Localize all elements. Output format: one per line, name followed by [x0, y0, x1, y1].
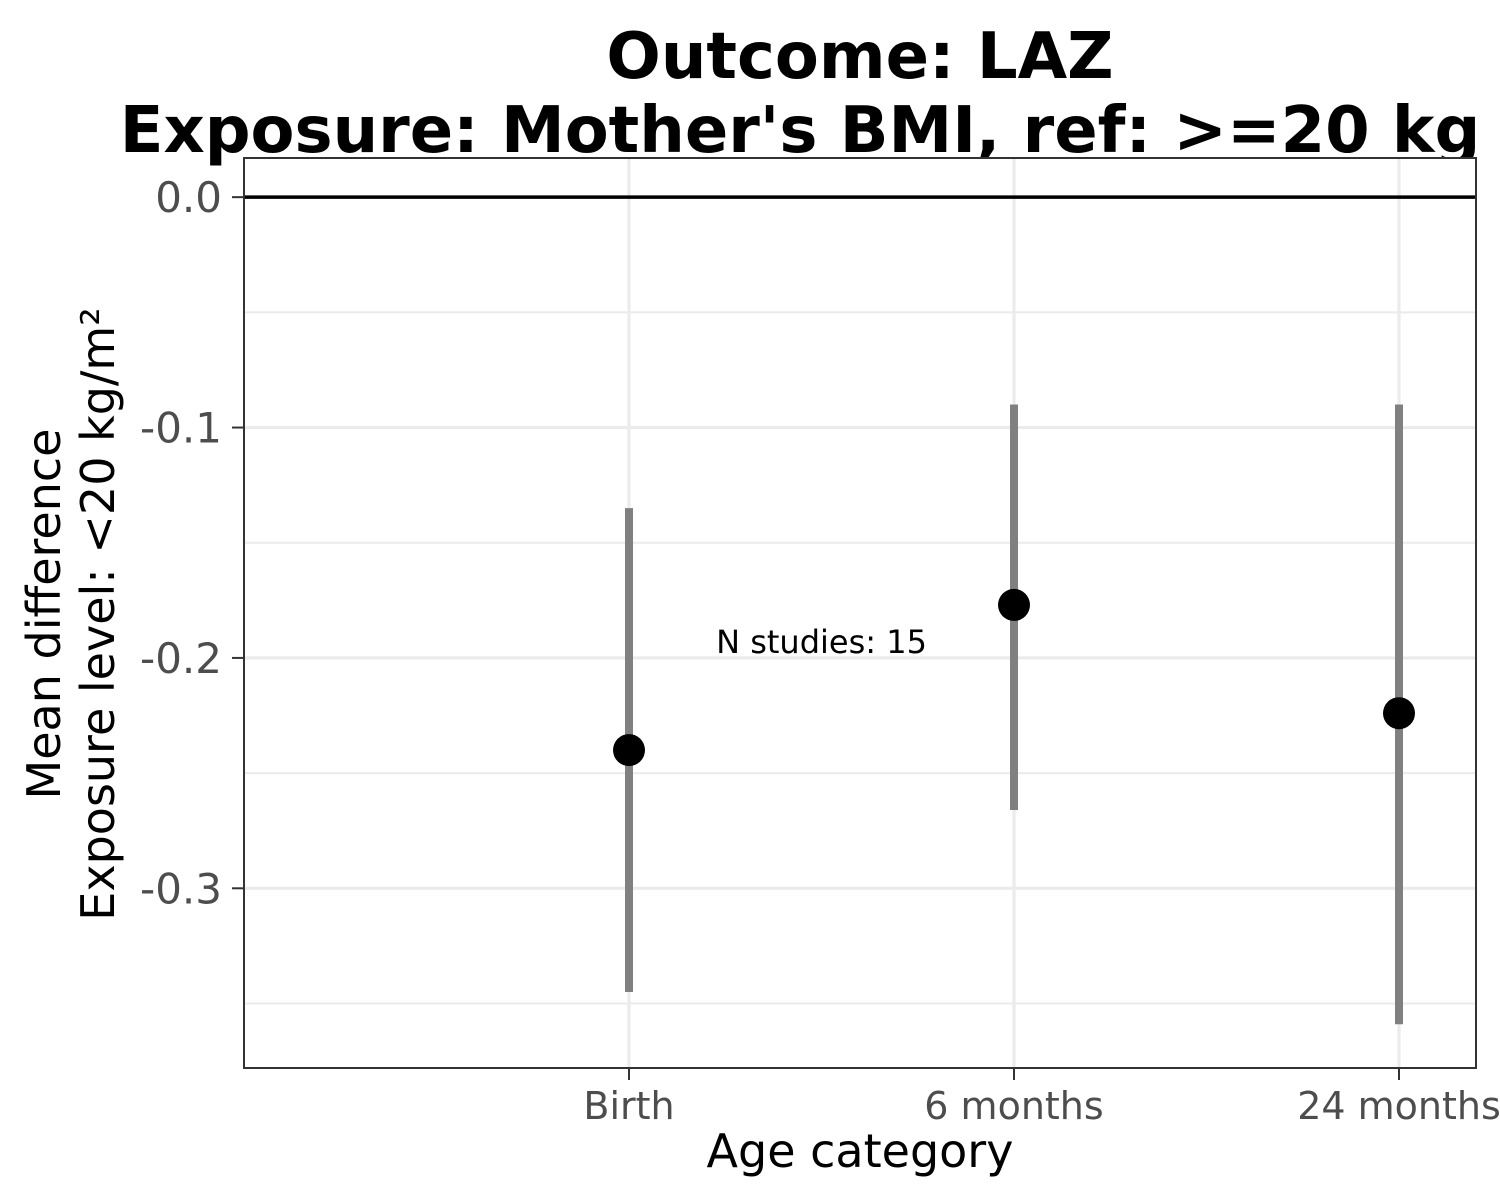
chart-title-line2: Exposure: Mother's BMI, ref: >=20 kg — [120, 94, 1481, 168]
x-tick-label-1: 6 months — [924, 1084, 1103, 1128]
y-tick-label-2: -0.2 — [140, 634, 222, 683]
estimate-point-2 — [1383, 697, 1415, 730]
y-tick-label-0: 0.0 — [155, 173, 222, 222]
y-tick-label-3: -0.3 — [140, 864, 222, 913]
panel-border — [243, 157, 1477, 1069]
annotation-n-studies: N studies: 15 — [716, 623, 927, 661]
x-tick-label-2: 24 months — [1297, 1084, 1500, 1128]
x-tick-label-0: Birth — [583, 1084, 674, 1128]
estimate-point-1 — [998, 588, 1030, 621]
panel-background — [244, 158, 1476, 1068]
x-axis: Birth 6 months 24 months — [583, 1068, 1500, 1128]
x-axis-title: Age category — [707, 1124, 1014, 1178]
y-axis-title-line1: Mean difference — [17, 429, 71, 800]
y-tick-label-1: -0.1 — [140, 404, 222, 453]
estimate-point-0 — [613, 734, 645, 767]
y-axis: 0.0 -0.1 -0.2 -0.3 — [140, 173, 244, 913]
plot-panel: N studies: 15 — [243, 157, 1477, 1069]
chart-title-line1: Outcome: LAZ — [606, 20, 1113, 94]
y-axis-title-line2: Exposure level: <20 kg/m² — [71, 307, 125, 920]
